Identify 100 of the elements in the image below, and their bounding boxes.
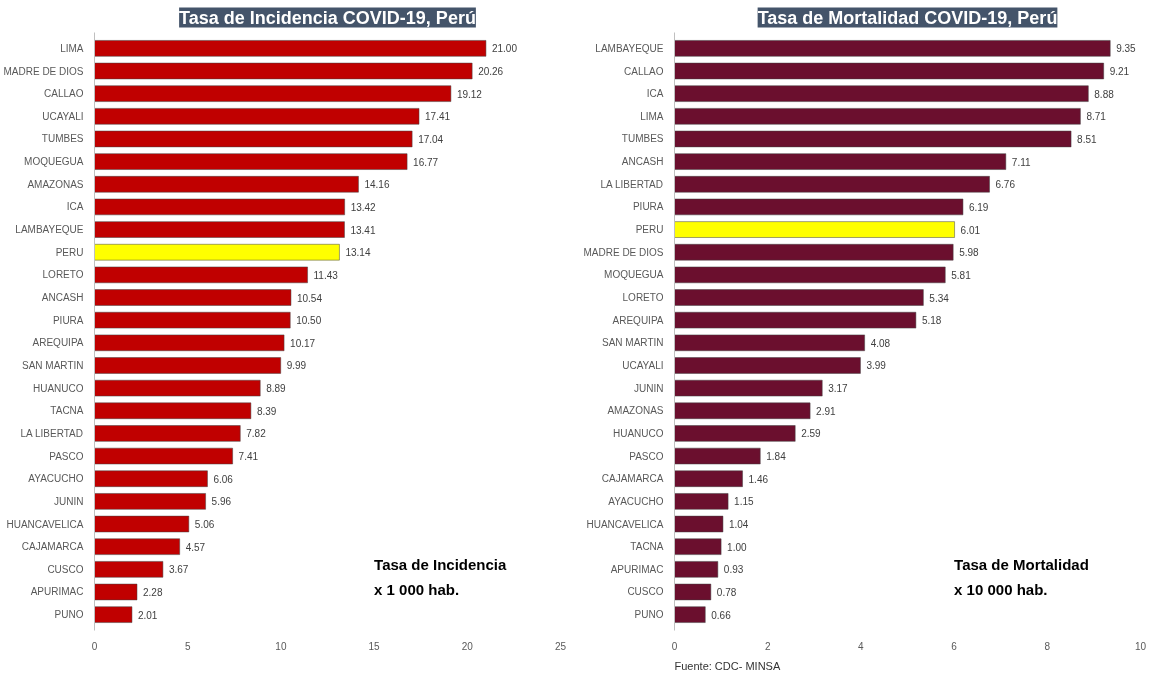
y-tick-label: APURIMAC	[610, 563, 664, 575]
y-tick-label: UCAYALI	[42, 110, 84, 122]
bar	[674, 583, 712, 601]
x-tick-label: 8	[1044, 640, 1051, 652]
bar	[674, 198, 964, 216]
data-label: 5.34	[929, 292, 950, 304]
y-tick-label: AMAZONAS	[27, 178, 84, 190]
bar	[94, 561, 164, 578]
data-label: 2.59	[801, 428, 822, 440]
annotation: x 1 000 hab.	[374, 581, 460, 599]
bar	[94, 312, 291, 329]
data-label: 4.08	[870, 337, 891, 349]
y-tick-label: AYACUCHO	[608, 495, 664, 507]
data-label: 0.78	[716, 586, 737, 598]
data-label: 19.12	[456, 88, 483, 100]
bar	[674, 85, 1089, 102]
x-tick-label: 10	[275, 640, 287, 652]
data-label: 5.96	[211, 496, 232, 508]
x-tick-label: 0	[91, 640, 98, 652]
chart-title: Tasa de Incidencia COVID-19, Perú	[179, 7, 476, 28]
bar	[674, 447, 761, 465]
data-label: 10.54	[296, 292, 323, 304]
bar	[94, 221, 345, 238]
y-tick-label: MADRE DE DIOS	[583, 246, 664, 258]
y-tick-label: LAMBAYEQUE	[15, 224, 84, 236]
y-tick-label: TACNA	[630, 541, 664, 553]
bar	[674, 221, 955, 238]
data-label: 10.50	[296, 315, 322, 327]
bar	[94, 447, 233, 465]
y-tick-label: JUNIN	[634, 382, 664, 394]
data-label: 6.06	[213, 473, 234, 485]
y-tick-label: LIMA	[60, 42, 84, 54]
data-label: 1.46	[748, 473, 769, 485]
y-tick-label: PASCO	[629, 450, 664, 462]
y-tick-label: LORETO	[622, 292, 664, 304]
bar	[94, 379, 261, 397]
bar	[94, 515, 190, 533]
data-label: 20.26	[478, 66, 504, 78]
bar	[94, 266, 308, 284]
y-tick-label: ICA	[646, 88, 664, 100]
x-tick-label: 2	[764, 640, 771, 652]
y-tick-label: LIMA	[640, 110, 664, 122]
data-label: 3.17	[828, 383, 849, 395]
bar	[94, 176, 359, 193]
data-label: 17.41	[425, 111, 451, 123]
annotation: x 10 000 hab.	[954, 581, 1048, 599]
bar	[674, 108, 1081, 125]
x-tick-label: 10	[1134, 640, 1147, 652]
data-label: 8.89	[266, 383, 287, 395]
data-label: 0.66	[711, 609, 732, 621]
bar	[674, 334, 865, 351]
data-label: 1.15	[734, 496, 754, 508]
y-tick-label: AREQUIPA	[32, 337, 84, 349]
bar	[94, 108, 420, 125]
y-tick-label: HUANUCO	[612, 427, 664, 439]
source-note: Fuente: CDC- MINSA	[674, 659, 781, 672]
data-label: 16.77	[413, 156, 439, 168]
y-tick-label: ICA	[66, 201, 84, 213]
bar	[674, 402, 811, 419]
y-tick-label: CALLAO	[44, 88, 84, 100]
bar	[674, 153, 1007, 170]
data-label: 9.35	[1116, 43, 1137, 55]
data-label: 8.51	[1077, 133, 1097, 145]
bar	[674, 606, 706, 623]
data-label: 1.84	[766, 451, 787, 463]
y-tick-label: PERU	[55, 246, 84, 258]
bar	[94, 606, 133, 623]
data-label: 6.19	[968, 201, 989, 213]
y-tick-label: PERU	[635, 224, 664, 236]
y-tick-label: CUSCO	[47, 563, 84, 575]
bar	[674, 538, 722, 555]
data-label: 13.41	[350, 224, 376, 236]
y-tick-label: LA LIBERTAD	[600, 178, 663, 190]
data-label: 2.91	[816, 405, 837, 417]
bar	[94, 198, 345, 216]
y-tick-label: ANCASH	[621, 156, 664, 168]
bar	[94, 40, 487, 57]
bar	[674, 379, 823, 397]
data-label: 21.00	[491, 43, 518, 55]
data-label: 13.14	[345, 247, 371, 259]
y-tick-label: HUANUCO	[32, 382, 84, 394]
data-label: 9.99	[286, 360, 307, 372]
y-tick-label: HUANCAVELICA	[586, 518, 664, 530]
bar	[94, 425, 241, 442]
annotation: Tasa de Incidencia	[374, 556, 508, 574]
y-tick-label: PIURA	[52, 314, 84, 326]
data-label: 2.01	[137, 609, 158, 621]
bar	[94, 153, 408, 170]
y-tick-label: TACNA	[50, 405, 84, 417]
x-tick-label: 25	[554, 640, 567, 652]
data-label: 4.57	[185, 541, 206, 553]
data-label: 17.04	[418, 133, 444, 145]
bar	[674, 176, 990, 193]
y-tick-label: CAJAMARCA	[21, 541, 84, 553]
y-tick-label: MADRE DE DIOS	[3, 65, 84, 77]
y-tick-label: MOQUEGUA	[24, 156, 84, 168]
data-label: 8.88	[1094, 88, 1115, 100]
bar	[674, 357, 861, 374]
y-tick-label: HUANCAVELICA	[6, 518, 84, 530]
y-tick-label: AREQUIPA	[612, 314, 664, 326]
